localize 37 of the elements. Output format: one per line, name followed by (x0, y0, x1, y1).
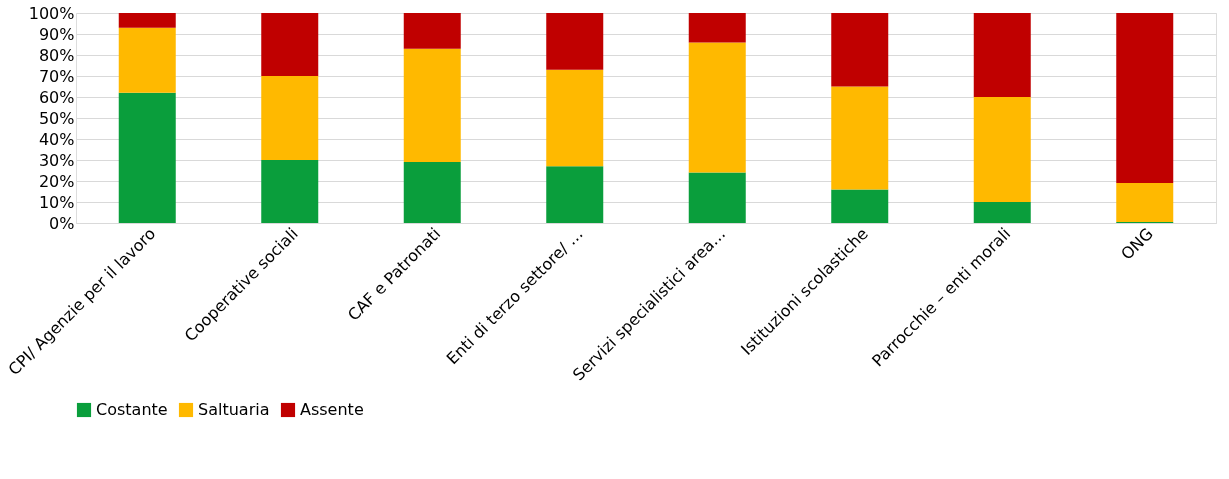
y-tick-label: 90% (38, 24, 75, 44)
bar (831, 189, 889, 223)
bar (403, 13, 461, 49)
y-tick-label: 40% (38, 129, 75, 149)
bar (688, 13, 746, 43)
y-tick-label: 80% (38, 45, 75, 65)
y-tick-label: 50% (38, 108, 75, 128)
bar (1116, 183, 1174, 222)
bar (261, 160, 319, 223)
y-tick-label: 0% (49, 213, 75, 233)
bar (118, 27, 176, 93)
bar (546, 69, 604, 167)
bar (403, 162, 461, 223)
bar (261, 76, 319, 160)
y-tick-label: 30% (38, 150, 75, 170)
bar (973, 13, 1031, 97)
legend-label: Saltuaria (198, 400, 270, 419)
legend-label: Assente (300, 400, 364, 419)
bar (261, 13, 319, 76)
bar (688, 42, 746, 173)
bar (973, 97, 1031, 202)
bar (1116, 13, 1174, 184)
bar (831, 13, 889, 87)
bar (546, 13, 604, 70)
bar (118, 92, 176, 223)
bar (546, 166, 604, 223)
y-tick-label: 100% (28, 3, 75, 23)
bar (831, 86, 889, 190)
y-tick-label: 10% (38, 192, 75, 212)
y-tick-label: 60% (38, 87, 75, 107)
bar (973, 202, 1031, 223)
y-tick-label: 70% (38, 66, 75, 86)
bar (118, 13, 176, 28)
bar (403, 48, 461, 163)
legend-label: Costante (96, 400, 168, 419)
y-tick-label: 20% (38, 171, 75, 191)
bar (688, 172, 746, 223)
